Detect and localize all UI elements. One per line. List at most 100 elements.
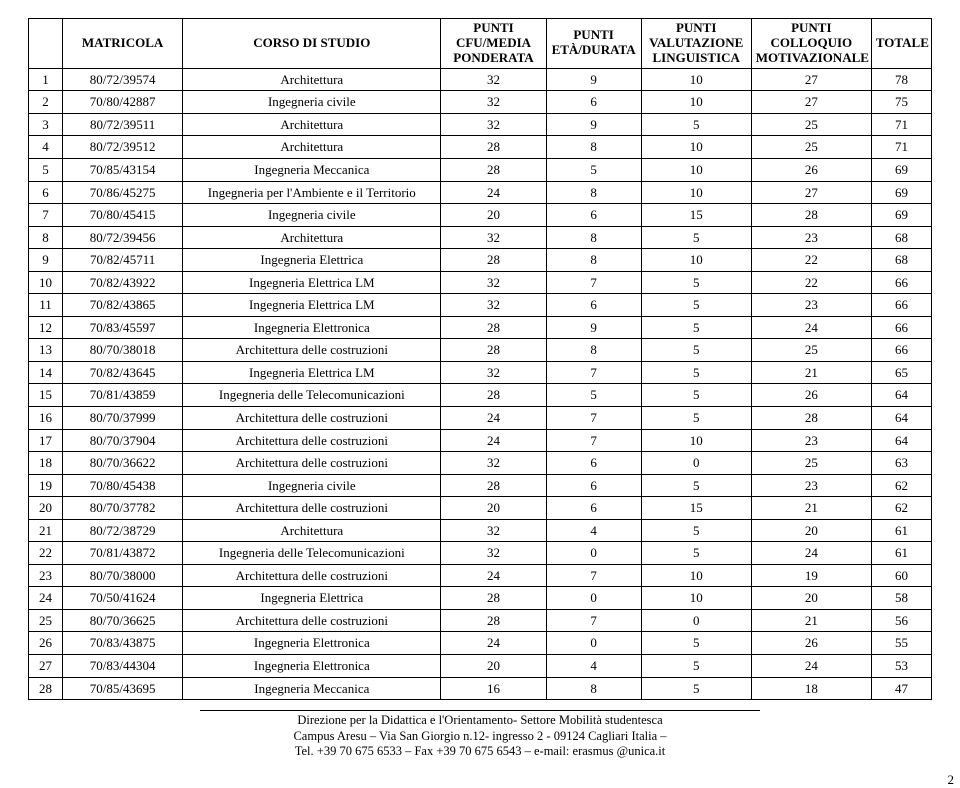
ranking-table: MATRICOLA CORSO DI STUDIO PUNTI CFU/MEDI… bbox=[28, 18, 932, 700]
cell-p4: 24 bbox=[751, 542, 871, 565]
cell-idx: 10 bbox=[29, 271, 63, 294]
cell-matricola: 80/70/37782 bbox=[63, 497, 183, 520]
cell-idx: 16 bbox=[29, 407, 63, 430]
cell-course: Ingegneria Meccanica bbox=[183, 677, 441, 700]
cell-p2: 6 bbox=[546, 497, 641, 520]
cell-p1: 32 bbox=[441, 226, 546, 249]
cell-course: Architettura delle costruzioni bbox=[183, 429, 441, 452]
cell-p2: 8 bbox=[546, 181, 641, 204]
cell-p4: 22 bbox=[751, 249, 871, 272]
cell-p3: 0 bbox=[641, 609, 751, 632]
cell-p1: 28 bbox=[441, 339, 546, 362]
cell-matricola: 70/82/43865 bbox=[63, 294, 183, 317]
cell-p3: 5 bbox=[641, 361, 751, 384]
cell-p4: 27 bbox=[751, 181, 871, 204]
cell-idx: 21 bbox=[29, 519, 63, 542]
cell-course: Architettura delle costruzioni bbox=[183, 407, 441, 430]
cell-p2: 8 bbox=[546, 249, 641, 272]
col-matricola: MATRICOLA bbox=[63, 19, 183, 69]
cell-idx: 15 bbox=[29, 384, 63, 407]
cell-idx: 17 bbox=[29, 429, 63, 452]
cell-course: Ingegneria Elettronica bbox=[183, 632, 441, 655]
cell-p1: 20 bbox=[441, 497, 546, 520]
cell-course: Architettura delle costruzioni bbox=[183, 564, 441, 587]
cell-course: Architettura delle costruzioni bbox=[183, 339, 441, 362]
cell-p1: 28 bbox=[441, 587, 546, 610]
table-row: 2180/72/38729Architettura32452061 bbox=[29, 519, 932, 542]
cell-p1: 32 bbox=[441, 452, 546, 475]
cell-totale: 68 bbox=[871, 249, 931, 272]
col-punti-eta: PUNTI ETÀ/DURATA bbox=[546, 19, 641, 69]
cell-totale: 66 bbox=[871, 316, 931, 339]
cell-p3: 15 bbox=[641, 497, 751, 520]
cell-p3: 5 bbox=[641, 271, 751, 294]
cell-p3: 5 bbox=[641, 226, 751, 249]
cell-p4: 21 bbox=[751, 361, 871, 384]
cell-p1: 32 bbox=[441, 91, 546, 114]
cell-course: Ingegneria Elettrica LM bbox=[183, 361, 441, 384]
cell-idx: 19 bbox=[29, 474, 63, 497]
cell-totale: 62 bbox=[871, 474, 931, 497]
cell-p4: 27 bbox=[751, 68, 871, 91]
cell-matricola: 70/80/45438 bbox=[63, 474, 183, 497]
table-row: 2470/50/41624Ingegneria Elettrica2801020… bbox=[29, 587, 932, 610]
cell-idx: 26 bbox=[29, 632, 63, 655]
cell-p1: 28 bbox=[441, 249, 546, 272]
cell-totale: 61 bbox=[871, 519, 931, 542]
cell-matricola: 80/70/38000 bbox=[63, 564, 183, 587]
table-row: 2670/83/43875Ingegneria Elettronica24052… bbox=[29, 632, 932, 655]
table-row: 2080/70/37782Architettura delle costruzi… bbox=[29, 497, 932, 520]
cell-p3: 5 bbox=[641, 384, 751, 407]
cell-course: Architettura delle costruzioni bbox=[183, 452, 441, 475]
table-row: 1270/83/45597Ingegneria Elettronica28952… bbox=[29, 316, 932, 339]
table-row: 1070/82/43922Ingegneria Elettrica LM3275… bbox=[29, 271, 932, 294]
cell-totale: 63 bbox=[871, 452, 931, 475]
cell-p3: 10 bbox=[641, 249, 751, 272]
cell-p2: 6 bbox=[546, 294, 641, 317]
cell-p4: 25 bbox=[751, 113, 871, 136]
cell-p1: 24 bbox=[441, 181, 546, 204]
cell-p2: 9 bbox=[546, 68, 641, 91]
cell-idx: 28 bbox=[29, 677, 63, 700]
cell-totale: 78 bbox=[871, 68, 931, 91]
cell-p1: 32 bbox=[441, 542, 546, 565]
cell-p2: 4 bbox=[546, 655, 641, 678]
cell-course: Ingegneria delle Telecomunicazioni bbox=[183, 542, 441, 565]
footer-line-2: Campus Aresu – Via San Giorgio n.12- ing… bbox=[293, 729, 666, 743]
cell-course: Architettura bbox=[183, 519, 441, 542]
cell-p4: 28 bbox=[751, 204, 871, 227]
cell-matricola: 70/80/45415 bbox=[63, 204, 183, 227]
cell-p4: 27 bbox=[751, 91, 871, 114]
cell-p4: 21 bbox=[751, 609, 871, 632]
cell-p3: 10 bbox=[641, 429, 751, 452]
table-row: 570/85/43154Ingegneria Meccanica28510266… bbox=[29, 159, 932, 182]
cell-p4: 23 bbox=[751, 294, 871, 317]
cell-p3: 5 bbox=[641, 677, 751, 700]
cell-matricola: 80/70/36622 bbox=[63, 452, 183, 475]
cell-idx: 6 bbox=[29, 181, 63, 204]
cell-p2: 7 bbox=[546, 429, 641, 452]
cell-idx: 3 bbox=[29, 113, 63, 136]
cell-p3: 5 bbox=[641, 519, 751, 542]
cell-p2: 4 bbox=[546, 519, 641, 542]
cell-totale: 69 bbox=[871, 159, 931, 182]
cell-matricola: 80/70/37904 bbox=[63, 429, 183, 452]
cell-p3: 10 bbox=[641, 159, 751, 182]
table-row: 2870/85/43695Ingegneria Meccanica1685184… bbox=[29, 677, 932, 700]
cell-p1: 32 bbox=[441, 519, 546, 542]
cell-course: Ingegneria Elettrica LM bbox=[183, 271, 441, 294]
cell-p1: 32 bbox=[441, 294, 546, 317]
cell-matricola: 70/82/45711 bbox=[63, 249, 183, 272]
cell-matricola: 80/70/37999 bbox=[63, 407, 183, 430]
cell-p2: 5 bbox=[546, 384, 641, 407]
cell-matricola: 80/72/39512 bbox=[63, 136, 183, 159]
cell-idx: 27 bbox=[29, 655, 63, 678]
cell-idx: 25 bbox=[29, 609, 63, 632]
cell-idx: 9 bbox=[29, 249, 63, 272]
cell-p3: 5 bbox=[641, 113, 751, 136]
cell-p2: 8 bbox=[546, 226, 641, 249]
cell-p1: 28 bbox=[441, 159, 546, 182]
cell-p1: 32 bbox=[441, 361, 546, 384]
col-idx bbox=[29, 19, 63, 69]
cell-p2: 9 bbox=[546, 113, 641, 136]
